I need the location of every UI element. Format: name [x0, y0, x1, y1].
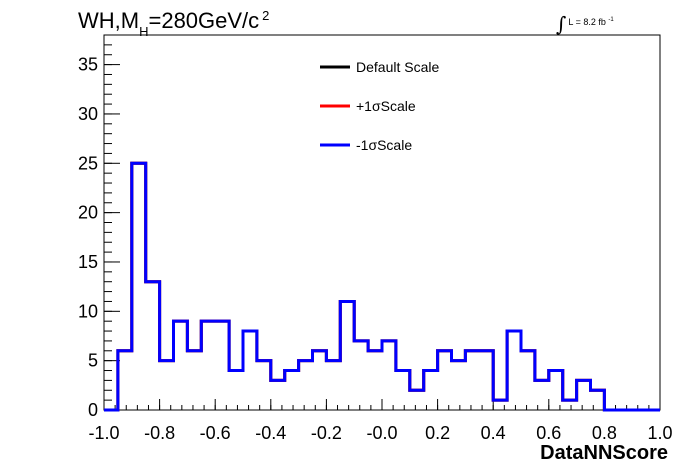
y-tick-label: 15	[78, 252, 98, 272]
legend-entry-label: -1σScale	[356, 137, 412, 153]
legend-entry-label: Default Scale	[356, 59, 439, 75]
y-tick-label: 0	[88, 400, 98, 420]
luminosity-label: ∫ L = 8.2 fb -1	[556, 12, 614, 36]
x-tick-label: 1.0	[647, 423, 672, 443]
y-tick-label: 30	[78, 104, 98, 124]
luminosity-text: L = 8.2 fb	[568, 17, 606, 27]
x-tick-label: -0.4	[255, 423, 286, 443]
x-tick-label: 0.6	[536, 423, 561, 443]
series-group	[104, 161, 660, 412]
x-tick-label: 0.2	[425, 423, 450, 443]
y-tick-label: 25	[78, 153, 98, 173]
x-tick-label: 0.4	[481, 423, 506, 443]
x-tick-label: -0.6	[200, 423, 231, 443]
title-subscript: H	[139, 24, 149, 39]
series-line-default-scale	[104, 161, 660, 412]
y-tick-label: 20	[78, 203, 98, 223]
luminosity-unit-exponent: -1	[608, 17, 614, 23]
series-line--1-scale	[104, 161, 660, 412]
y-tick-label: 10	[78, 301, 98, 321]
legend: Default Scale +1σScale -1σScale	[320, 59, 439, 153]
chart-title: WH,MH=280GeV/c 2	[78, 8, 269, 39]
title-rest: =280GeV/c	[148, 8, 260, 33]
y-tick-label: 35	[78, 55, 98, 75]
x-tick-label: -1.0	[88, 423, 119, 443]
x-tick-label: -0.2	[311, 423, 342, 443]
title-superscript: 2	[262, 8, 270, 23]
axes: -1.0 -0.8 -0.6 -0.4 -0.2 -0.0 0.2 0.4 0.6 0.8 1.0 0…	[78, 34, 673, 443]
x-tick-label: -0.8	[144, 423, 175, 443]
legend-entry-label: +1σScale	[356, 98, 416, 114]
integral-symbol: ∫	[556, 12, 567, 36]
title-main: WH,M	[78, 8, 140, 33]
plot-frame	[103, 34, 661, 411]
x-axis-label: DataNNScore	[540, 442, 668, 464]
x-tick-label: 0.8	[592, 423, 617, 443]
series-line--1-scale	[104, 161, 660, 412]
y-tick-label: 5	[88, 351, 98, 371]
x-tick-label: -0.0	[366, 423, 397, 443]
